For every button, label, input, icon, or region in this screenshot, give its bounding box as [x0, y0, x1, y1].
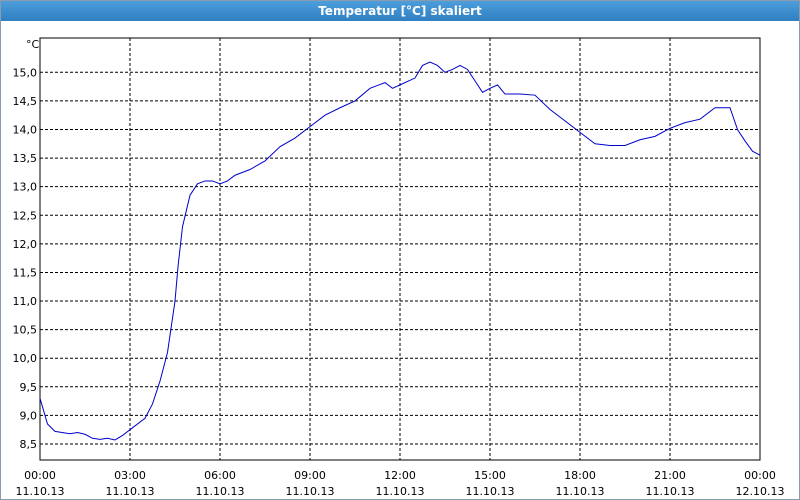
x-tick-label: 12:00: [384, 469, 416, 482]
x-tick-label: 00:00: [744, 469, 776, 482]
y-tick-label: 14,0: [13, 123, 38, 136]
x-tick-label: 09:00: [294, 469, 326, 482]
y-tick-label: 14,5: [13, 95, 38, 108]
x-tick-date: 11.10.13: [376, 485, 425, 498]
y-tick-label: 11,0: [13, 295, 38, 308]
x-tick-label: 18:00: [564, 469, 596, 482]
y-tick-label: 10,0: [13, 352, 38, 365]
x-tick-label: 15:00: [474, 469, 506, 482]
x-tick-date: 11.10.13: [286, 485, 335, 498]
x-tick-date: 11.10.13: [466, 485, 515, 498]
line: [39, 61, 761, 441]
y-tick-label: 8,5: [20, 438, 38, 451]
x-tick-date: 11.10.13: [556, 485, 605, 498]
x-tick-date: 12.10.13: [736, 485, 785, 498]
x-tick-label: 00:00: [24, 469, 56, 482]
plot-border: [39, 37, 761, 461]
y-tick-label: 9,5: [20, 381, 38, 394]
x-tick-label: 21:00: [654, 469, 686, 482]
y-tick-label: 12,5: [13, 209, 38, 222]
y-unit: °C: [26, 38, 40, 51]
y-tick-label: 15,0: [13, 66, 38, 79]
y-tick-label: 11,5: [13, 266, 38, 279]
y-tick-label: 12,0: [13, 238, 38, 251]
x-tick-label: 06:00: [204, 469, 236, 482]
y-tick-label: 13,5: [13, 152, 38, 165]
y-tick-label: 9,0: [20, 409, 38, 422]
x-tick-date: 11.10.13: [196, 485, 245, 498]
x-tick-date: 11.10.13: [106, 485, 155, 498]
x-tick-label: 03:00: [114, 469, 146, 482]
x-tick-date: 11.10.13: [16, 485, 65, 498]
x-tick-date: 11.10.13: [646, 485, 695, 498]
window-title: Temperatur [°C] skaliert: [1, 1, 799, 21]
y-tick-label: 13,0: [13, 181, 38, 194]
y-tick-label: 10,5: [13, 324, 38, 337]
